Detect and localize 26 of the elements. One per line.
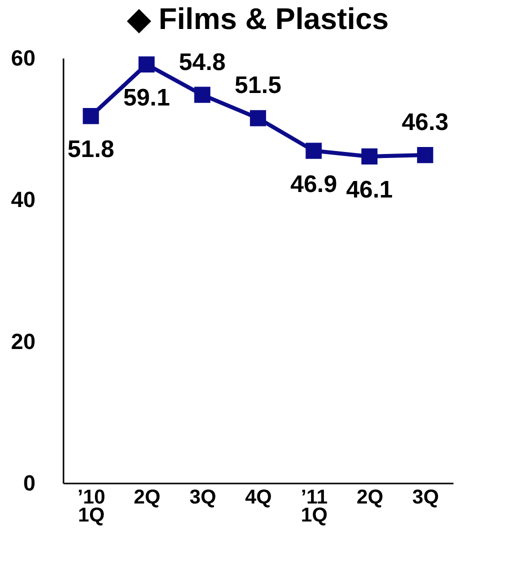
data-label: 46.1 xyxy=(346,176,393,204)
point xyxy=(306,142,322,159)
x-tick-label: 3Q xyxy=(412,486,439,508)
y-tick-label: 0 xyxy=(23,470,36,496)
data-label: 51.5 xyxy=(234,72,282,100)
data-label: 54.8 xyxy=(178,48,226,76)
point xyxy=(417,146,434,164)
point xyxy=(250,110,266,126)
x-tick-label: 2Q xyxy=(356,486,384,508)
data-label: 51.8 xyxy=(68,136,114,164)
y-tick-label: 60 xyxy=(11,46,36,70)
x-tick-label: ’10 1Q xyxy=(77,486,106,526)
data-label: 46.9 xyxy=(290,170,338,198)
x-tick-label: 4Q xyxy=(245,486,272,508)
x-tick-label: 3Q xyxy=(189,486,216,508)
point xyxy=(194,86,210,103)
point xyxy=(361,148,378,165)
data-label: 46.3 xyxy=(402,109,448,136)
y-tick-label: 20 xyxy=(11,328,36,354)
x-tick-label: 2Q xyxy=(134,486,160,508)
x-tick-label: ’11 1Q xyxy=(300,486,328,526)
chart-title: ◆ Films & Plastics xyxy=(126,3,389,36)
data-label: 59.1 xyxy=(123,84,170,112)
point xyxy=(138,56,155,72)
y-tick-label: 40 xyxy=(11,187,36,212)
point xyxy=(82,108,99,124)
